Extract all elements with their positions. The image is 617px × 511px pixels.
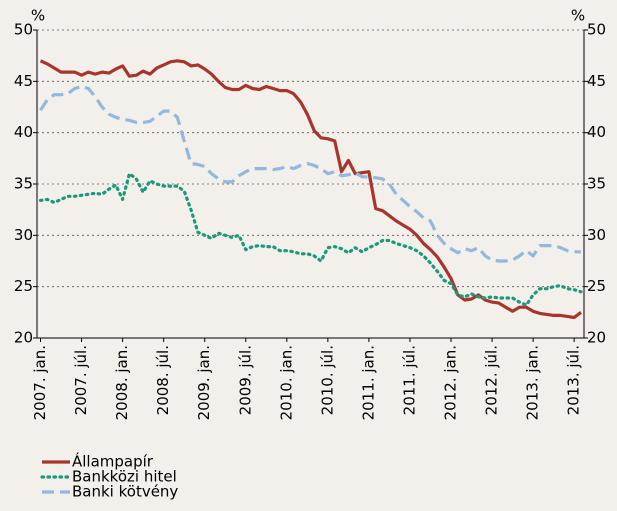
- series-line: [39, 84, 581, 263]
- x-tick-label: 2010. jan.: [277, 345, 295, 420]
- x-tick-label: 2007. jan.: [31, 345, 49, 420]
- series-line: [39, 59, 582, 320]
- y-tick-label: 25: [14, 277, 33, 295]
- series-line: [38, 172, 583, 307]
- y-tick-label: 45: [14, 72, 33, 90]
- y-tick-label: 20: [14, 329, 33, 347]
- x-tick-label: 2012. jan.: [442, 345, 460, 420]
- x-tick-label: 2013. júl.: [565, 345, 583, 415]
- x-tick-label: 2012. júl.: [483, 345, 501, 415]
- x-tick-label: 2009. júl.: [236, 345, 254, 415]
- y2-tick-label: 45: [587, 72, 606, 90]
- y2-tick-label: 25: [587, 277, 606, 295]
- y2-tick-label: 30: [587, 226, 606, 244]
- y2-tick-label: 35: [587, 175, 606, 193]
- y2-tick-label: 20: [587, 329, 606, 347]
- y2-axis-label: %: [571, 7, 585, 25]
- y-tick-label: 50: [14, 21, 33, 39]
- y-tick-label: 35: [14, 175, 33, 193]
- y-tick-label: 30: [14, 226, 33, 244]
- legend-label: Állampapír: [72, 452, 154, 471]
- y2-tick-label: 40: [587, 123, 606, 141]
- x-tick-label: 2008. júl.: [154, 345, 172, 415]
- x-tick-label: 2013. jan.: [524, 345, 542, 420]
- y-axis-label: %: [31, 7, 45, 25]
- x-tick-label: 2008. jan.: [113, 345, 131, 420]
- x-tick-label: 2011. jan.: [359, 345, 377, 420]
- y-tick-label: 40: [14, 123, 33, 141]
- x-tick-label: 2007. júl.: [72, 345, 90, 415]
- x-tick-label: 2010. júl.: [318, 345, 336, 415]
- y2-tick-label: 50: [587, 21, 606, 39]
- legend-label: Banki kötvény: [72, 483, 178, 501]
- legend-label: Bankközi hitel: [72, 468, 177, 486]
- x-tick-label: 2009. jan.: [195, 345, 213, 420]
- x-tick-label: 2011. júl.: [400, 345, 418, 415]
